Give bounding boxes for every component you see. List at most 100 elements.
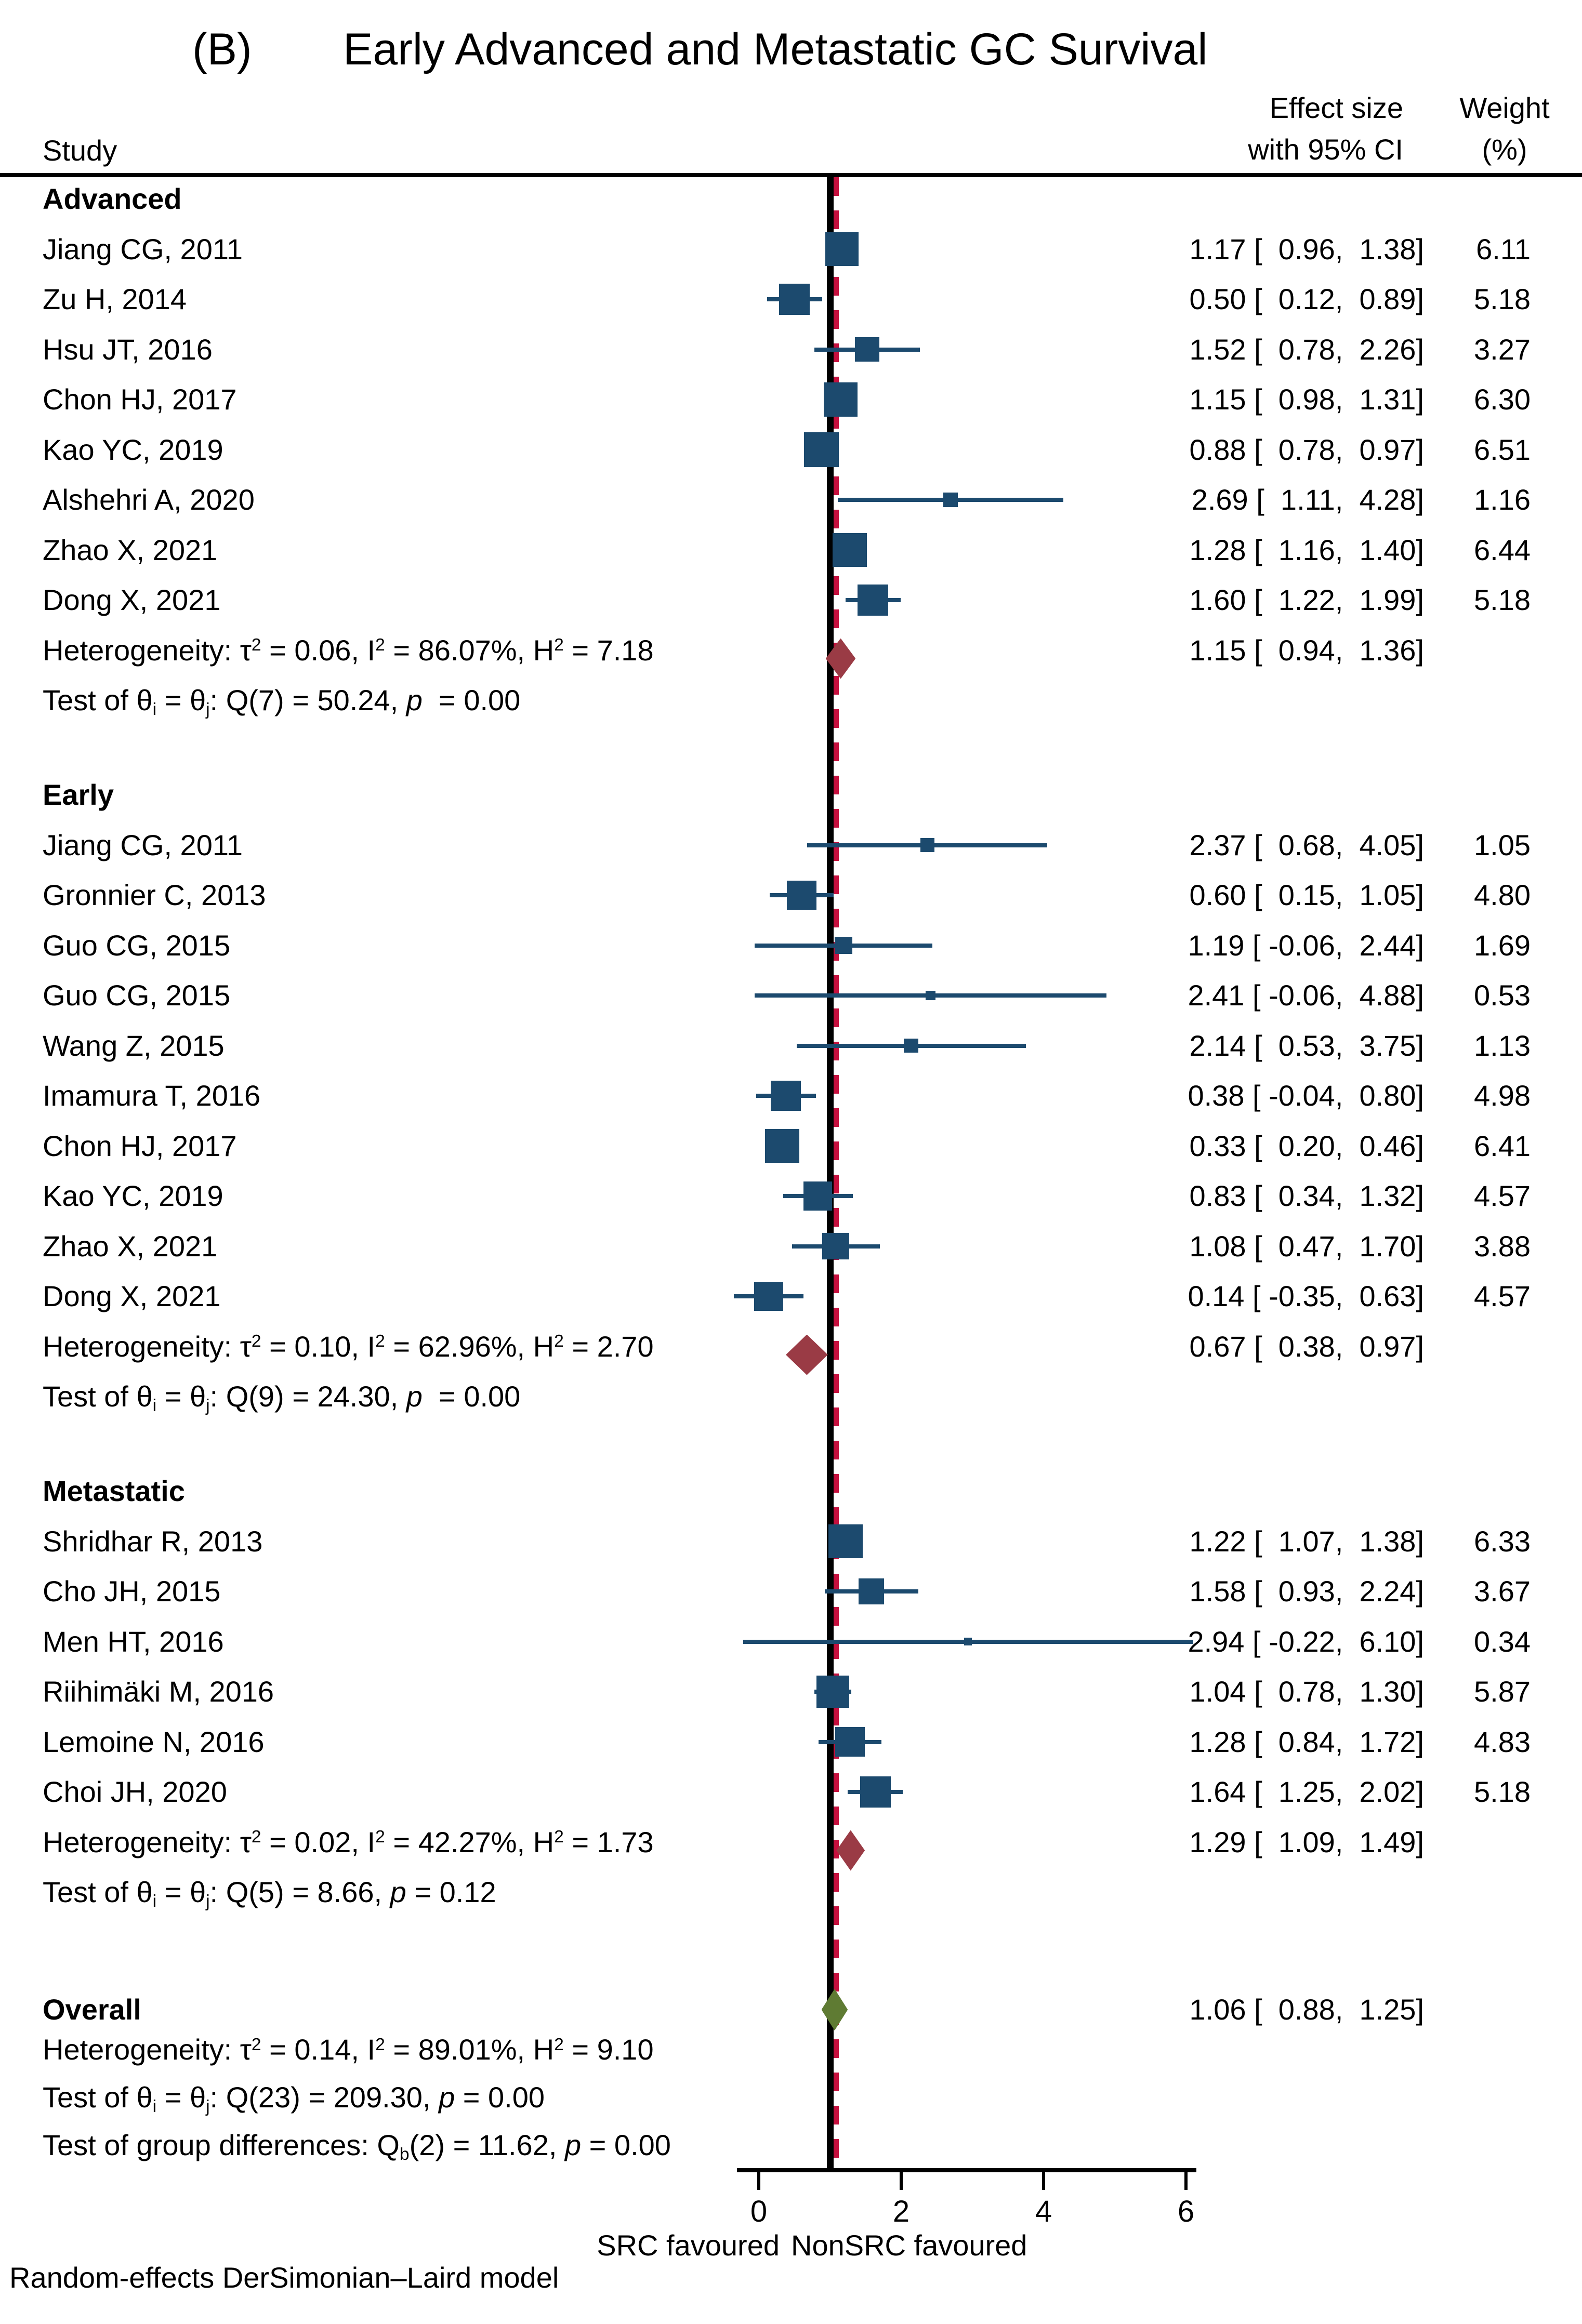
axis-tick-label: 4	[1035, 2195, 1052, 2228]
effect-square	[754, 1282, 783, 1311]
effect-square	[833, 533, 867, 567]
weight-value: 4.98	[1474, 1079, 1531, 1112]
effect-square	[835, 936, 852, 954]
group-label: Early	[43, 778, 114, 811]
axis-tick-label: 6	[1177, 2195, 1195, 2228]
study-label: Choi JH, 2020	[43, 1775, 227, 1808]
effect-size-value: 2.69 [ 1.11, 4.28]	[1191, 483, 1424, 516]
weight-value: 6.51	[1474, 433, 1531, 466]
effect-size-value: 1.04 [ 0.78, 1.30]	[1189, 1675, 1424, 1708]
weight-value: 1.69	[1474, 928, 1531, 962]
study-label: Guo CG, 2015	[43, 979, 231, 1012]
study-label: Gronnier C, 2013	[43, 879, 266, 911]
pooled-estimate-line	[833, 177, 839, 2172]
effect-square	[779, 284, 810, 315]
weight-value: 4.80	[1474, 879, 1531, 911]
test-text: Test of θi = θj: Q(5) = 8.66, p = 0.12	[43, 1876, 496, 1911]
effect-square	[858, 1578, 885, 1604]
effect-square	[964, 1637, 972, 1646]
effect-size-value: 0.38 [ -0.04, 0.80]	[1188, 1079, 1424, 1112]
weight-value: 6.33	[1474, 1524, 1531, 1558]
study-label: Wang Z, 2015	[43, 1029, 225, 1062]
effect-size-value: 1.60 [ 1.22, 1.99]	[1189, 583, 1424, 616]
study-label: Alshehri A, 2020	[43, 483, 255, 516]
effect-square	[786, 880, 816, 910]
weight-value: 1.05	[1474, 828, 1531, 861]
study-label: Zu H, 2014	[43, 283, 187, 315]
effect-square	[804, 432, 839, 467]
effect-square	[828, 1524, 863, 1559]
effect-size-value: 0.50 [ 0.12, 0.89]	[1189, 283, 1424, 315]
weight-value: 1.16	[1474, 483, 1531, 516]
study-label: Kao YC, 2019	[43, 433, 223, 466]
summary-effect-size: 1.29 [ 1.09, 1.49]	[1189, 1825, 1424, 1858]
weight-value: 1.13	[1474, 1029, 1531, 1062]
weight-value: 6.30	[1474, 383, 1531, 416]
effect-size-value: 2.37 [ 0.68, 4.05]	[1189, 828, 1424, 861]
heterogeneity-text: Heterogeneity: τ2 = 0.02, I2 = 42.27%, H…	[43, 1825, 654, 1858]
effect-square	[904, 1038, 918, 1053]
effect-square	[920, 838, 934, 852]
study-label: Cho JH, 2015	[43, 1575, 221, 1608]
effect-square	[816, 1675, 849, 1708]
effect-square	[765, 1128, 800, 1163]
effect-size-value: 0.33 [ 0.20, 0.46]	[1189, 1129, 1424, 1162]
study-label: Imamura T, 2016	[43, 1079, 261, 1112]
effect-size-value: 1.17 [ 0.96, 1.38]	[1189, 232, 1424, 265]
effect-size-value: 1.58 [ 0.93, 2.24]	[1189, 1575, 1424, 1608]
null-reference-line	[826, 177, 834, 2172]
figure-title: Early Advanced and Metastatic GC Surviva…	[343, 24, 1208, 74]
study-label: Shridhar R, 2013	[43, 1524, 263, 1558]
heterogeneity-text: Heterogeneity: τ2 = 0.06, I2 = 86.07%, H…	[43, 633, 654, 667]
effect-size-value: 1.28 [ 1.16, 1.40]	[1189, 533, 1424, 566]
effect-size-value: 0.83 [ 0.34, 1.32]	[1189, 1179, 1424, 1212]
effect-square	[860, 1776, 891, 1808]
effect-size-value: 1.08 [ 0.47, 1.70]	[1189, 1229, 1424, 1263]
figure-title-row: (B) Early Advanced and Metastatic GC Sur…	[0, 21, 1582, 78]
weight-value: 6.11	[1476, 232, 1531, 265]
effect-square	[771, 1080, 801, 1111]
effect-size-value: 2.41 [ -0.06, 4.88]	[1188, 979, 1424, 1012]
effect-size-value: 0.60 [ 0.15, 1.05]	[1189, 879, 1424, 911]
test-text: Test of θi = θj: Q(7) = 50.24, p = 0.00	[43, 684, 521, 720]
weight-header-line1: Weight	[1459, 91, 1550, 124]
axis-tick	[900, 2172, 903, 2190]
study-label: Dong X, 2021	[43, 1280, 221, 1312]
effect-size-header-line1: Effect size	[1269, 91, 1403, 124]
weight-value: 3.67	[1474, 1575, 1531, 1608]
heterogeneity-text: Heterogeneity: τ2 = 0.10, I2 = 62.96%, H…	[43, 1330, 654, 1363]
column-header-study: Study	[43, 134, 117, 167]
column-header-weight: Weight (%)	[1403, 87, 1582, 170]
study-label: Jiang CG, 2011	[43, 828, 243, 861]
effect-size-value: 1.52 [ 0.78, 2.26]	[1189, 333, 1424, 366]
panel-label: (B)	[192, 24, 252, 74]
effect-square	[803, 1181, 833, 1211]
effect-size-value: 2.14 [ 0.53, 3.75]	[1189, 1029, 1424, 1062]
summary-diamond	[836, 1830, 865, 1871]
study-label: Kao YC, 2019	[43, 1179, 223, 1212]
axis-tick	[757, 2172, 760, 2190]
effect-square	[857, 585, 888, 616]
effect-square	[854, 337, 879, 362]
effect-size-value: 1.15 [ 0.98, 1.31]	[1189, 383, 1424, 416]
effect-size-value: 0.14 [ -0.35, 0.63]	[1188, 1280, 1424, 1312]
overall-heterogeneity-text: Heterogeneity: τ2 = 0.14, I2 = 89.01%, H…	[43, 2033, 654, 2066]
header-rule	[0, 173, 1582, 177]
axis-tick	[1042, 2172, 1045, 2190]
effect-square	[835, 1727, 865, 1757]
weight-value: 4.57	[1474, 1280, 1531, 1312]
group-label: Advanced	[43, 182, 182, 215]
study-label: Zhao X, 2021	[43, 533, 218, 566]
study-label: Guo CG, 2015	[43, 928, 231, 962]
weight-value: 6.41	[1474, 1129, 1531, 1162]
test-text: Test of θi = θj: Q(9) = 24.30, p = 0.00	[43, 1380, 521, 1416]
study-label: Hsu JT, 2016	[43, 333, 213, 366]
weight-value: 5.87	[1474, 1675, 1531, 1708]
x-axis-label-left: SRC favoured	[597, 2229, 780, 2262]
overall-label: Overall	[43, 1993, 141, 2026]
axis-tick	[1184, 2172, 1188, 2190]
overall-test-text: Test of θi = θj: Q(23) = 209.30, p = 0.0…	[43, 2081, 545, 2117]
overall-diamond	[821, 1989, 848, 2030]
